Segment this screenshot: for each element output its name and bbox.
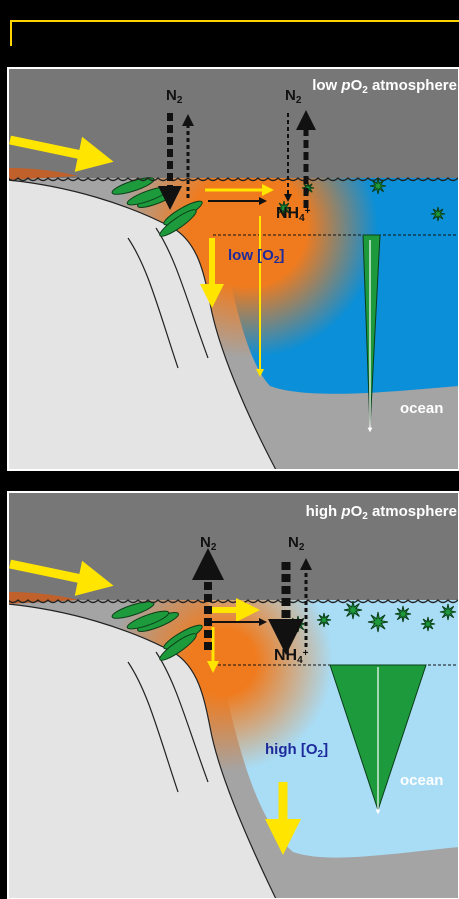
- n2-label-part: 2: [296, 95, 302, 106]
- ocean-label: ocean: [400, 772, 443, 789]
- plankton: [431, 207, 445, 221]
- plankton: [344, 601, 362, 619]
- ammonium-label-part: +: [303, 648, 309, 659]
- n2-label-part: N: [285, 87, 296, 104]
- n2-label-part: 2: [177, 95, 183, 106]
- plankton: [421, 617, 435, 631]
- atmosphere-label: low pO2 atmosphere: [312, 77, 457, 96]
- atmosphere-label-part: low: [312, 77, 341, 94]
- atmosphere-label-part: O: [351, 77, 363, 94]
- plankton: [440, 604, 456, 620]
- oxygen-label-part: ]: [279, 247, 284, 264]
- n2-label-part: 2: [211, 542, 217, 553]
- oxygen-label-part: high [O: [265, 741, 318, 758]
- plankton: [290, 616, 306, 632]
- oxygen-label-part: low [O: [228, 247, 274, 264]
- atmosphere-label-part: atmosphere: [368, 503, 457, 520]
- plankton: [317, 613, 331, 627]
- plankton: [370, 178, 386, 194]
- ammonium-label-part: NH: [274, 647, 297, 664]
- atmosphere-label-part: p: [340, 503, 350, 520]
- atmosphere-label-part: atmosphere: [368, 77, 457, 94]
- atmosphere-label: high pO2 atmosphere: [306, 503, 457, 522]
- ocean-label: ocean: [400, 400, 443, 417]
- ammonium-label-part: +: [305, 206, 311, 217]
- oxygen-label-part: ]: [323, 741, 328, 758]
- frame-line: [11, 21, 459, 46]
- atmosphere-label-part: high: [306, 503, 342, 520]
- ammonium-label-part: NH: [276, 205, 299, 222]
- n2-label-part: N: [166, 87, 177, 104]
- atmosphere-label-part: p: [340, 77, 350, 94]
- n2-label-part: N: [288, 534, 299, 551]
- atmosphere-label-part: O: [351, 503, 363, 520]
- plankton: [395, 606, 411, 622]
- figure: low pO2 atmosphereN2N2NH4+low [O2]oceanh…: [0, 0, 459, 899]
- plankton: [368, 612, 388, 632]
- n2-label-part: 2: [299, 542, 305, 553]
- n2-label-part: N: [200, 534, 211, 551]
